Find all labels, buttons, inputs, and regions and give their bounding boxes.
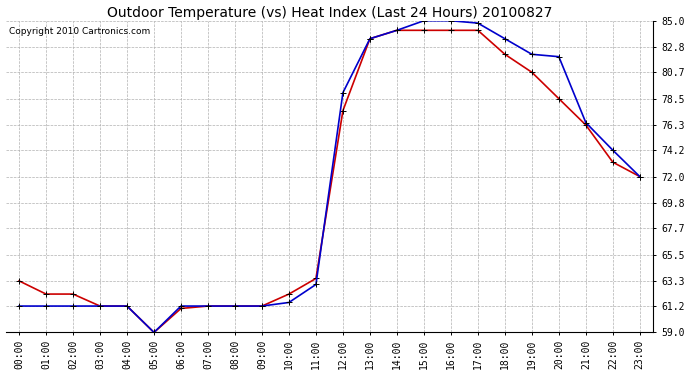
- Title: Outdoor Temperature (vs) Heat Index (Last 24 Hours) 20100827: Outdoor Temperature (vs) Heat Index (Las…: [107, 6, 552, 20]
- Text: Copyright 2010 Cartronics.com: Copyright 2010 Cartronics.com: [9, 27, 150, 36]
